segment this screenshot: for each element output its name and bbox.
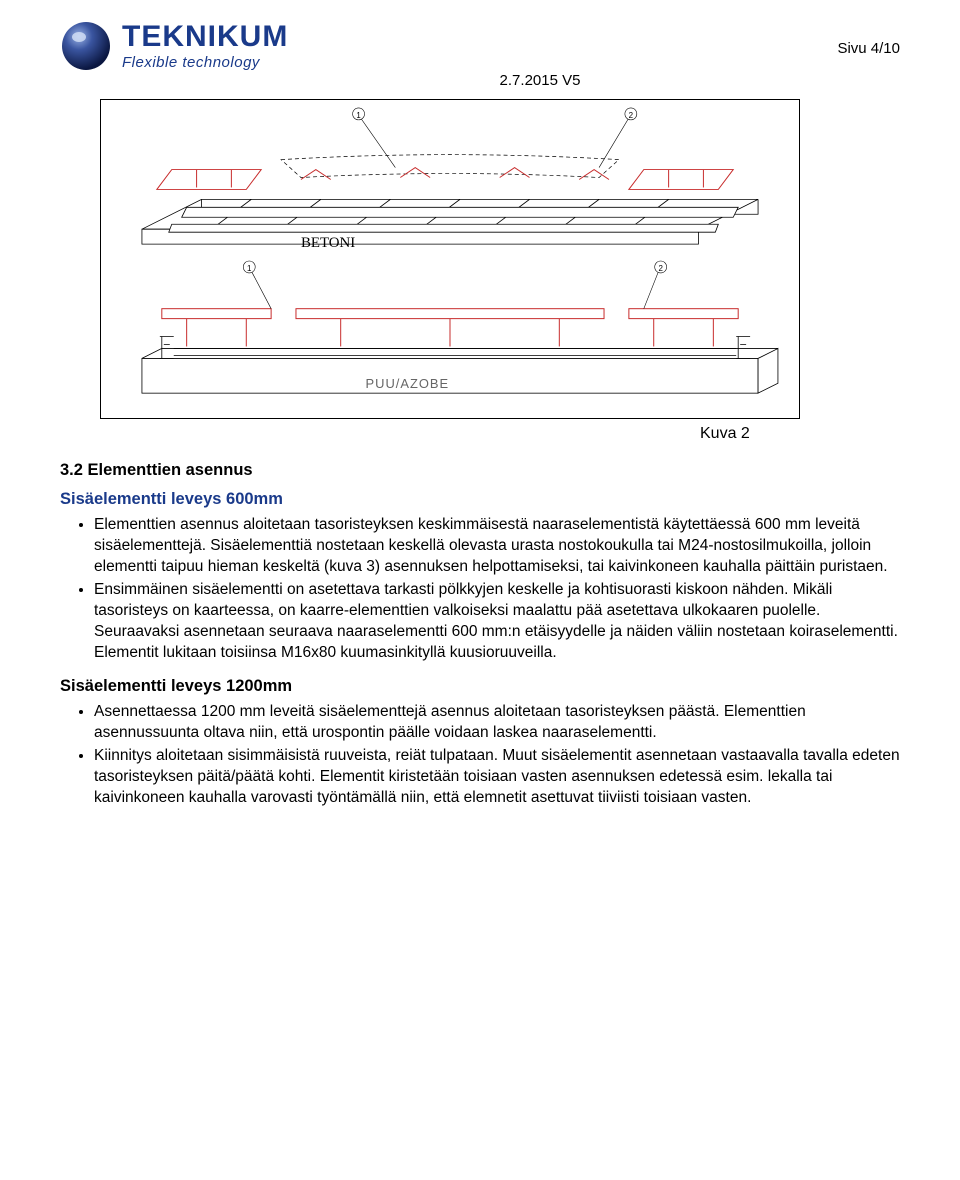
section-title: 3.2 Elementtien asennus xyxy=(60,461,900,480)
logo: TEKNIKUM Flexible technology xyxy=(60,20,288,72)
logo-title: TEKNIKUM xyxy=(122,22,288,52)
teknikum-sphere-icon xyxy=(60,20,112,72)
figure-label-puu: PUU/AZOBE xyxy=(366,376,450,391)
list-item: Asennettaessa 1200 mm leveitä sisäelemen… xyxy=(94,702,900,744)
callout-2-bottom: 2 xyxy=(658,264,663,273)
page-header: TEKNIKUM Flexible technology Sivu 4/10 xyxy=(60,20,900,72)
bullet-list-1200: Asennettaessa 1200 mm leveitä sisäelemen… xyxy=(60,702,900,809)
callout-1-bottom: 1 xyxy=(247,264,252,273)
figure-label-betoni: BETONI xyxy=(301,235,355,251)
list-item: Ensimmäinen sisäelementti on asetettava … xyxy=(94,580,900,664)
subsection-1200-title: Sisäelementti leveys 1200mm xyxy=(60,677,900,696)
document-version: 2.7.2015 V5 xyxy=(180,72,900,89)
figure-caption: Kuva 2 xyxy=(700,425,900,443)
bullet-list-600: Elementtien asennus aloitetaan tasoriste… xyxy=(60,515,900,663)
installation-diagram-icon: 1 2 BETONI xyxy=(101,100,799,418)
list-item: Kiinnitys aloitetaan sisimmäisistä ruuve… xyxy=(94,746,900,809)
callout-1-top: 1 xyxy=(356,111,361,120)
figure-2: 1 2 BETONI xyxy=(100,99,800,419)
list-item: Elementtien asennus aloitetaan tasoriste… xyxy=(94,515,900,578)
page-number: Sivu 4/10 xyxy=(837,20,900,57)
subsection-600-title: Sisäelementti leveys 600mm xyxy=(60,490,900,509)
callout-2-top: 2 xyxy=(629,111,634,120)
logo-subtitle: Flexible technology xyxy=(122,54,288,71)
